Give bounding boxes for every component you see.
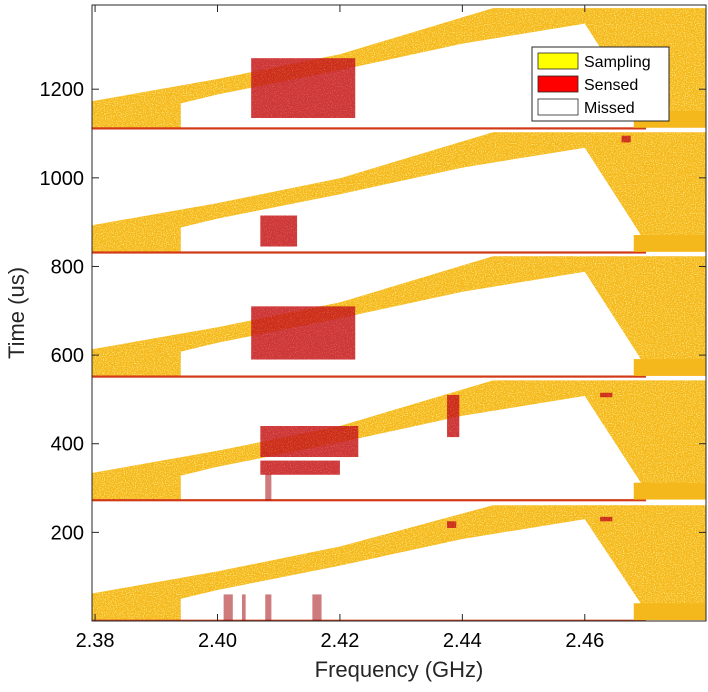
legend-swatch-missed — [537, 98, 579, 116]
y-tick-label: 800 — [51, 256, 84, 278]
sensed-region-texture — [251, 306, 356, 360]
legend-swatch-sampling — [537, 52, 579, 70]
sensed-region-texture — [260, 426, 359, 458]
legend: Sampling Sensed Missed — [531, 46, 670, 122]
axes-layer: 2.38 2.40 2.42 2.44 2.46 200 400 600 800 1000 1200 — [40, 5, 706, 652]
x-tick-label: 2.38 — [76, 630, 115, 652]
sweep-boundary-line — [92, 375, 647, 378]
sensed-region-texture — [447, 394, 460, 438]
sensed-region-texture — [600, 392, 613, 398]
legend-swatch-sensed — [537, 75, 579, 93]
sensed-region-texture — [260, 215, 298, 247]
y-tick-label: 600 — [51, 345, 84, 367]
legend-label-sensed: Sensed — [584, 77, 638, 94]
plot-frame — [91, 4, 707, 622]
x-tick-label: 2.46 — [565, 630, 604, 652]
legend-label-sampling: Sampling — [584, 54, 651, 71]
x-tick-label: 2.44 — [443, 630, 482, 652]
sensed-region-texture — [621, 135, 631, 143]
y-tick-label: 1200 — [40, 79, 85, 101]
sensed-region-texture — [600, 516, 613, 522]
sensed-band — [312, 594, 322, 621]
x-axis-label: Frequency (GHz) — [315, 657, 484, 682]
legend-label-missed: Missed — [584, 100, 635, 117]
sensed-region-texture — [260, 460, 340, 475]
y-tick-label: 400 — [51, 434, 84, 456]
sampling-tail — [633, 359, 706, 376]
y-axis-label: Time (us) — [4, 267, 29, 359]
sweep-boundary-line — [92, 499, 647, 502]
sensed-region-texture — [447, 521, 457, 528]
sweep-boundary-line — [92, 619, 647, 621]
sensed-band — [241, 594, 246, 621]
sampling-tail — [633, 235, 706, 252]
sweep-boundary-line — [92, 251, 647, 254]
sensed-band — [223, 594, 233, 621]
sampling-tail — [633, 603, 706, 621]
sampling-tail — [633, 482, 706, 500]
sensed-band — [265, 594, 272, 621]
sensed-region-texture — [251, 58, 356, 119]
y-tick-label: 1000 — [40, 168, 85, 190]
x-tick-label: 2.40 — [198, 630, 237, 652]
data-layer — [92, 8, 706, 621]
y-tick-label: 200 — [51, 522, 84, 544]
sensed-band — [265, 473, 272, 501]
x-tick-label: 2.42 — [320, 630, 359, 652]
sweep-boundary-line — [92, 127, 647, 130]
